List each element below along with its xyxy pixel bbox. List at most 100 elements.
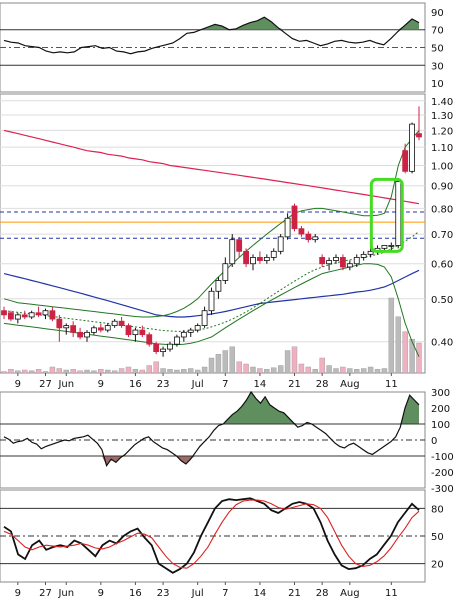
candle-up — [28, 312, 35, 318]
volume-bar — [277, 365, 284, 374]
candle-down — [298, 228, 305, 235]
volume-bar — [257, 368, 263, 374]
rsi-tick-label: 10 — [431, 79, 444, 90]
volume-bar — [243, 363, 249, 374]
candle-up — [388, 245, 395, 247]
candle-down — [236, 239, 243, 252]
volume-bar — [319, 357, 325, 374]
volume-bar — [208, 357, 215, 374]
volume-bar — [374, 369, 381, 374]
volume-bar — [153, 361, 159, 374]
candle-down — [21, 314, 28, 318]
cci-tick-label: 100 — [431, 420, 450, 431]
candle-down — [77, 331, 83, 338]
candle-up — [215, 280, 222, 292]
volume-bar — [264, 369, 270, 374]
cci-tick-label: -200 — [431, 468, 454, 479]
candle-down — [416, 133, 422, 138]
volume-bar — [298, 363, 305, 374]
price-tick-label: 1.00 — [431, 161, 453, 172]
candle-down — [340, 257, 346, 268]
candle-up — [326, 260, 332, 265]
candle-down — [402, 150, 409, 172]
stochastic-x-tick-label: 9 — [98, 588, 104, 599]
candle-down — [56, 318, 63, 329]
stochastic-x-tick-label: 21 — [288, 588, 301, 599]
candle-up — [14, 314, 21, 320]
volume-bar — [360, 368, 367, 374]
cci-positive-fill — [223, 392, 298, 424]
candle-up — [270, 250, 277, 258]
volume-bar — [132, 369, 139, 374]
volume-bar — [326, 365, 332, 374]
price-x-tick-label: 16 — [129, 379, 142, 390]
volume-bar — [146, 365, 152, 374]
stochastic-x-tick-label: 28 — [316, 588, 329, 599]
price-tick-label: 0.60 — [431, 260, 453, 271]
volume-bar — [250, 366, 256, 374]
price-tick-label: 0.70 — [431, 230, 453, 241]
candle-up — [111, 320, 118, 327]
volume-bar — [188, 368, 194, 374]
volume-bar — [388, 297, 395, 374]
volume-bar — [381, 368, 388, 374]
volume-bar — [340, 366, 346, 374]
candle-down — [319, 257, 326, 265]
cci-negative-fill — [176, 456, 196, 464]
price-x-tick-label: 27 — [39, 379, 52, 390]
candle-up — [409, 123, 415, 172]
volume-bar — [409, 339, 415, 374]
candle-down — [70, 325, 77, 333]
stochastic-x-tick-label: 23 — [157, 588, 170, 599]
candle-up — [63, 325, 70, 329]
volume-bar — [284, 350, 291, 374]
volume-bar — [229, 346, 235, 374]
cci-line — [3, 390, 420, 467]
price-tick-label: 1.20 — [431, 126, 453, 137]
volume-bar — [84, 369, 90, 374]
candle-up — [263, 257, 270, 261]
price-x-tick-label: 9 — [15, 379, 21, 390]
volume-bar — [1, 371, 7, 374]
volume-bar — [111, 370, 118, 374]
stochastic-x-tick-label: Jun — [57, 588, 74, 599]
candle-up — [160, 348, 166, 353]
candle-up — [187, 329, 194, 333]
candle-up — [367, 250, 374, 255]
price-x-tick-label: 28 — [316, 379, 329, 390]
candle-up — [180, 331, 187, 338]
price-tick-label: 0.50 — [431, 295, 453, 306]
rsi-line — [3, 16, 420, 55]
price-x-tick-label: 11 — [385, 379, 398, 390]
volume-bar — [15, 370, 21, 374]
candle-down — [139, 329, 146, 336]
price-tick-label: 1.10 — [431, 143, 453, 154]
volume-bar — [181, 369, 187, 374]
candle-up — [395, 181, 402, 246]
volume-bar — [167, 369, 173, 374]
volume-bar — [118, 368, 125, 374]
price-tick-label: 1.40 — [431, 97, 453, 108]
volume-bar — [56, 368, 63, 374]
cci-tick-label: -100 — [431, 452, 454, 463]
candle-down — [146, 334, 153, 345]
stochastic-tick-label: 50 — [431, 532, 444, 543]
candle-up — [312, 236, 319, 241]
stochastic-tick-label: 80 — [431, 504, 444, 515]
candle-up — [208, 290, 215, 312]
volume-bar — [333, 368, 339, 374]
volume-bar — [174, 369, 180, 374]
price-x-tick-label: 9 — [98, 379, 104, 390]
candle-down — [291, 205, 298, 230]
price-tick-label: 1.30 — [431, 111, 453, 122]
stochastic-x-tick-label: 7 — [222, 588, 228, 599]
price-x-tick-label: 21 — [288, 379, 301, 390]
price-x-tick-label: Aug — [340, 379, 360, 390]
stochastic-x-tick-label: 14 — [254, 588, 267, 599]
candle-up — [381, 245, 388, 249]
volume-bar — [22, 369, 28, 374]
candle-down — [153, 343, 160, 353]
volume-bar — [8, 369, 14, 374]
volume-bar — [77, 370, 83, 374]
volume-bar — [312, 369, 318, 374]
